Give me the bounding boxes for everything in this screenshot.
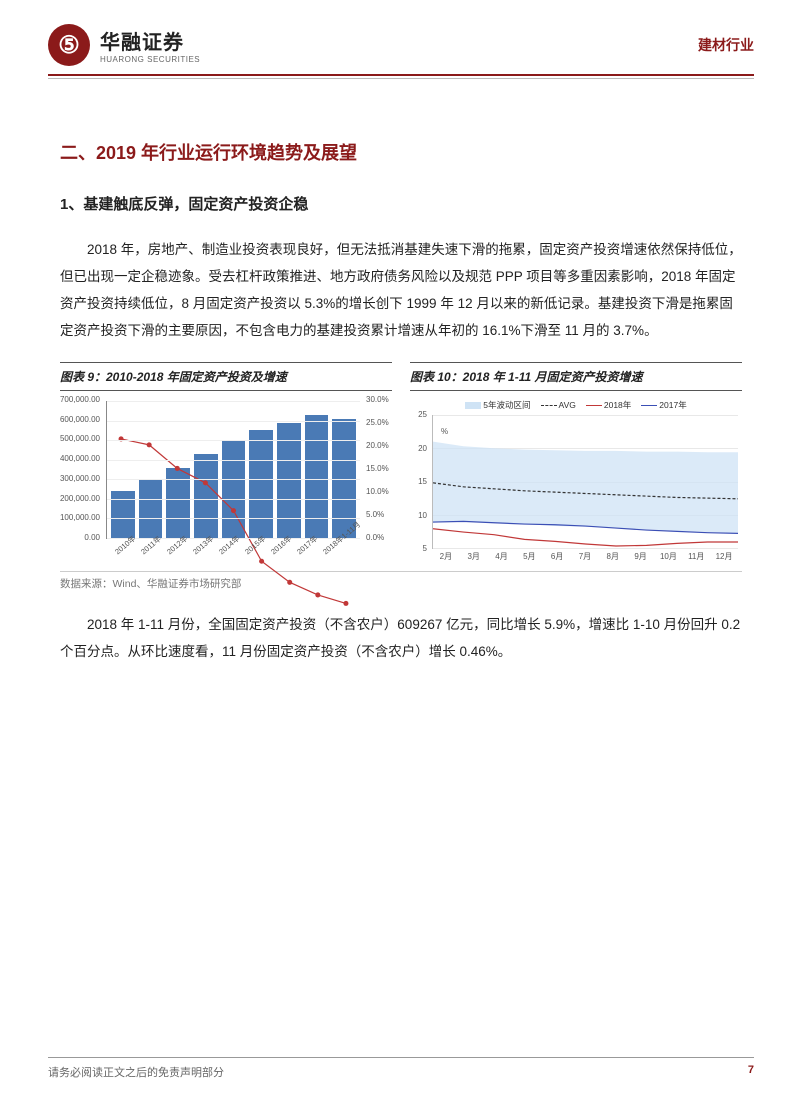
legend-avg: AVG <box>541 400 576 410</box>
legend-2018: 2018年 <box>586 399 631 411</box>
brand-logo: ⑤ <box>48 24 90 66</box>
chart9-x-axis: 2010年2011年2012年2013年2014年2015年2016年2017年… <box>106 541 360 567</box>
chart9-block: 图表 9：2010-2018 年固定资产投资及增速 700,000.00600,… <box>60 362 392 567</box>
subsection-title: 1、基建触底反弹，固定资产投资企稳 <box>60 193 742 214</box>
chart10-block: 图表 10：2018 年 1-11 月固定资产投资增速 5年波动区间 AVG 2… <box>410 362 742 567</box>
chart9-plot <box>106 401 360 539</box>
chart9-area: 700,000.00600,000.00500,000.00400,000.00… <box>60 397 392 567</box>
charts-row: 图表 9：2010-2018 年固定资产投资及增速 700,000.00600,… <box>60 362 742 567</box>
chart10-y-axis: 252015105 <box>410 415 430 549</box>
footer-page-number: 7 <box>748 1064 754 1080</box>
footer-disclaimer: 请务必阅读正文之后的免责声明部分 <box>48 1064 224 1080</box>
brand-name-en: HUARONG SECURITIES <box>100 55 200 64</box>
chart9-y-right: 30.0%25.0%20.0%15.0%10.0%5.0%0.0% <box>362 399 392 539</box>
chart9-title: 图表 9：2010-2018 年固定资产投资及增速 <box>60 362 392 391</box>
chart10-area: 5年波动区间 AVG 2018年 2017年 252015105 % 2月3月4… <box>410 397 742 567</box>
page-content: 二、2019 年行业运行环境趋势及展望 1、基建触底反弹，固定资产投资企稳 20… <box>0 79 802 665</box>
paragraph-1: 2018 年，房地产、制造业投资表现良好，但无法抵消基建失速下滑的拖累，固定资产… <box>60 236 742 344</box>
chart9-y-left: 700,000.00600,000.00500,000.00400,000.00… <box>60 399 104 539</box>
legend-2017: 2017年 <box>641 399 686 411</box>
section-title: 二、2019 年行业运行环境趋势及展望 <box>60 139 742 165</box>
chart10-legend: 5年波动区间 AVG 2018年 2017年 <box>410 399 742 411</box>
legend-2017-label: 2017年 <box>659 400 686 410</box>
chart10-plot: % <box>432 415 738 549</box>
brand-name-cn: 华融证券 <box>100 26 200 55</box>
chart10: 5年波动区间 AVG 2018年 2017年 252015105 % 2月3月4… <box>410 397 742 567</box>
chart9-line <box>107 401 360 654</box>
page-footer: 请务必阅读正文之后的免责声明部分 7 <box>48 1057 754 1080</box>
legend-band: 5年波动区间 <box>465 399 530 411</box>
page-header: ⑤ 华融证券 HUARONG SECURITIES 建材行业 <box>0 0 802 74</box>
header-redline <box>48 74 754 76</box>
logo-glyph: ⑤ <box>58 31 80 60</box>
chart10-title: 图表 10：2018 年 1-11 月固定资产投资增速 <box>410 362 742 391</box>
brand-text: 华融证券 HUARONG SECURITIES <box>100 26 200 64</box>
legend-band-label: 5年波动区间 <box>483 400 530 410</box>
legend-avg-label: AVG <box>559 400 576 410</box>
industry-label: 建材行业 <box>698 35 754 55</box>
brand-block: ⑤ 华融证券 HUARONG SECURITIES <box>48 24 200 66</box>
chart10-x-axis: 2月3月4月5月6月7月8月9月10月11月12月 <box>432 551 738 565</box>
legend-2018-label: 2018年 <box>604 400 631 410</box>
chart9: 700,000.00600,000.00500,000.00400,000.00… <box>60 397 392 567</box>
